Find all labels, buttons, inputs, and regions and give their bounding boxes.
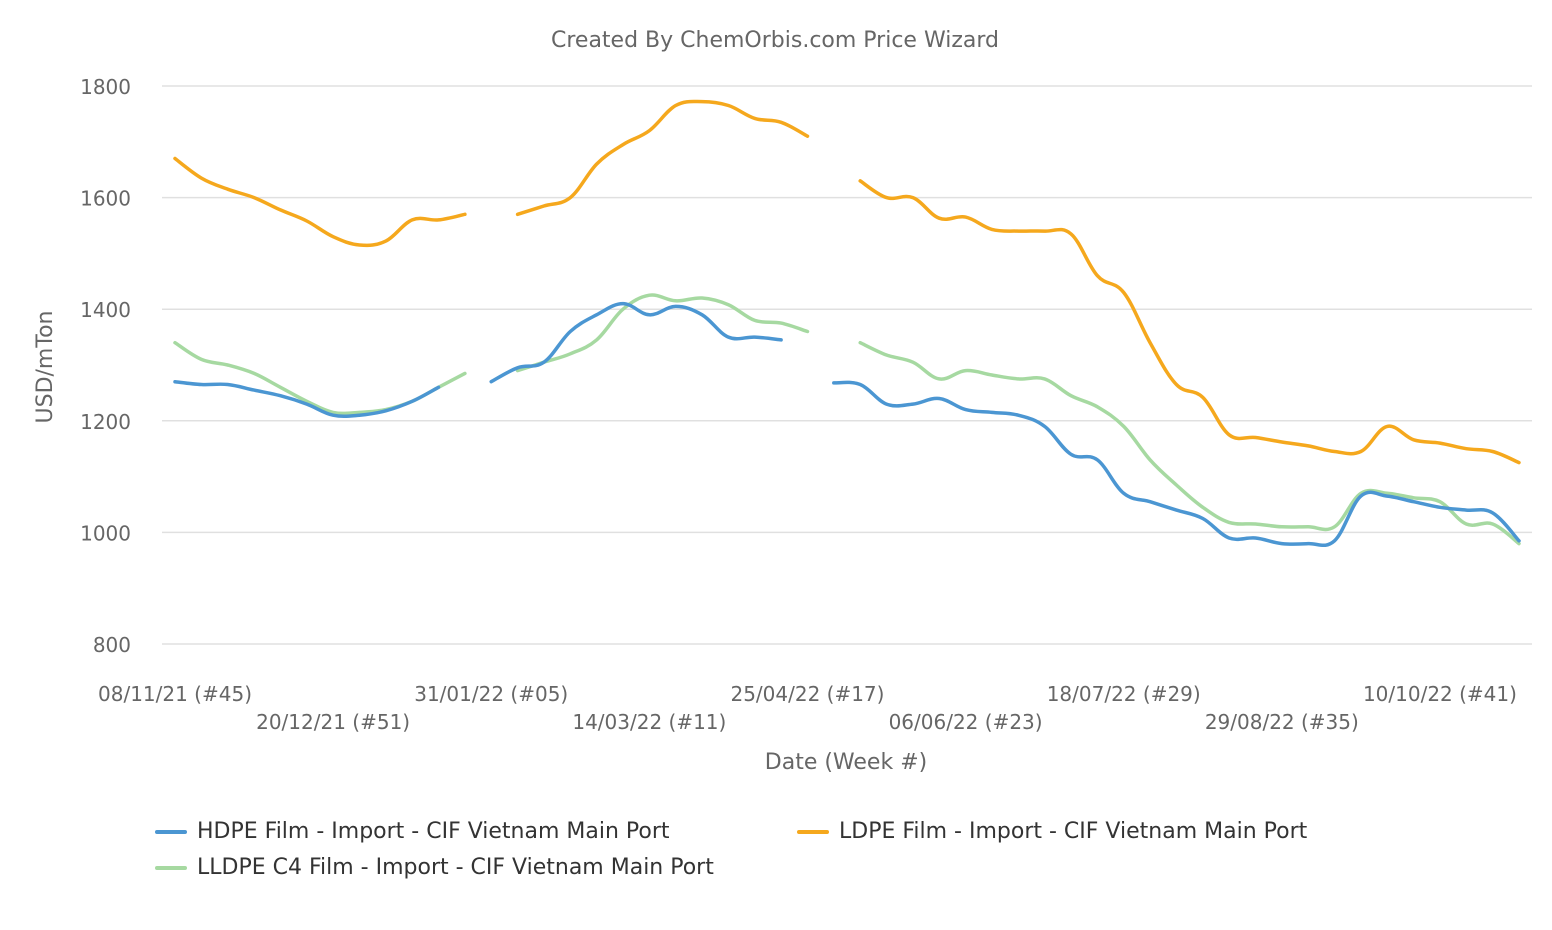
legend-label-lldpe: LLDPE C4 Film - Import - CIF Vietnam Mai… (197, 855, 714, 880)
x-tick-label: 25/04/22 (#17) (730, 682, 884, 706)
x-tick-label: 14/03/22 (#11) (572, 710, 726, 734)
y-axis-ticks: 800 1000 1200 1400 1600 1800 (80, 75, 131, 657)
y-tick-label: 800 (93, 633, 131, 657)
legend-label-hdpe: HDPE Film - Import - CIF Vietnam Main Po… (197, 819, 670, 844)
series-line-ldpe-segment-1 (515, 99, 810, 217)
x-tick-label: 20/12/21 (#51) (256, 710, 410, 734)
series-line-hdpe-segment-0 (173, 379, 441, 419)
legend-swatch-lldpe (155, 865, 187, 870)
legend-item-lldpe[interactable]: LLDPE C4 Film - Import - CIF Vietnam Mai… (155, 855, 714, 880)
chart-title: Created By ChemOrbis.com Price Wizard (551, 28, 999, 53)
legend-swatch-ldpe (797, 829, 829, 834)
x-tick-label: 31/01/22 (#05) (414, 682, 568, 706)
y-tick-label: 1200 (80, 410, 131, 434)
series-line-ldpe-segment-0 (173, 156, 467, 248)
series-hdpe (173, 301, 1521, 548)
series-line-ldpe-segment-2 (858, 179, 1521, 465)
y-tick-label: 1400 (80, 298, 131, 322)
series-line-lldpe-segment-1 (515, 293, 810, 373)
series-lldpe (173, 293, 1521, 546)
series-line-lldpe-segment-0 (173, 340, 467, 416)
series-line-hdpe-segment-1 (489, 301, 783, 384)
series-line-hdpe-segment-2 (832, 380, 1521, 548)
x-axis-label: Date (Week #) (765, 750, 927, 775)
y-tick-label: 1800 (80, 75, 131, 99)
y-axis-label: USD/mTon (33, 311, 58, 424)
x-tick-label: 10/10/22 (#41) (1363, 682, 1517, 706)
x-tick-label: 06/06/22 (#23) (889, 710, 1043, 734)
legend-label-ldpe: LDPE Film - Import - CIF Vietnam Main Po… (839, 819, 1308, 844)
y-tick-label: 1600 (80, 187, 131, 211)
x-tick-label: 08/11/21 (#45) (98, 682, 252, 706)
legend-item-ldpe[interactable]: LDPE Film - Import - CIF Vietnam Main Po… (797, 819, 1307, 844)
x-tick-label: 29/08/22 (#35) (1205, 710, 1359, 734)
gridlines (162, 85, 1532, 645)
series-line-lldpe-segment-2 (858, 340, 1521, 546)
x-axis-ticks: 08/11/21 (#45)20/12/21 (#51)31/01/22 (#0… (98, 682, 1517, 734)
x-tick-label: 18/07/22 (#29) (1047, 682, 1201, 706)
legend-swatch-hdpe (155, 829, 187, 834)
legend-item-hdpe[interactable]: HDPE Film - Import - CIF Vietnam Main Po… (155, 819, 670, 844)
series-lines (173, 99, 1521, 548)
series-ldpe (173, 99, 1521, 465)
y-tick-label: 1000 (80, 521, 131, 545)
